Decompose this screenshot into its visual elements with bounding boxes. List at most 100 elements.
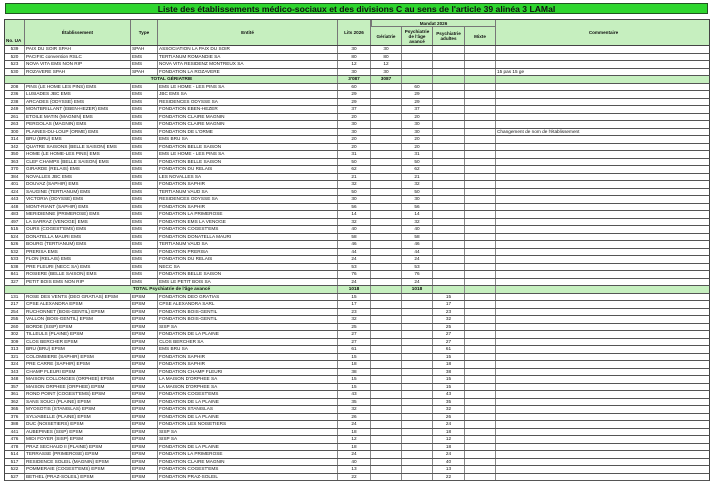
cell-commentaire[interactable] xyxy=(496,106,711,113)
cell-geriatrie[interactable] xyxy=(371,211,402,218)
cell-geriatrie[interactable] xyxy=(371,188,402,195)
cell-psy-adultes[interactable] xyxy=(433,196,465,203)
cell-no-ua[interactable]: 365 xyxy=(5,406,25,413)
cell-geriatrie[interactable]: 80 xyxy=(371,53,402,60)
cell-entite[interactable]: CPSE ALEXANDRA SARL xyxy=(158,301,338,308)
cell-no-ua[interactable]: 131 xyxy=(5,293,25,300)
cell-lits[interactable]: 32 xyxy=(338,181,371,188)
cell-lits[interactable]: 29 xyxy=(338,98,371,105)
cell-lits[interactable]: 15 xyxy=(338,376,371,383)
cell-entite[interactable]: FONDATION LA PRIMEROSE xyxy=(158,211,338,218)
cell-commentaire[interactable] xyxy=(496,399,711,406)
cell-type[interactable]: EPSM xyxy=(131,353,158,360)
cell-mixte[interactable] xyxy=(465,218,496,225)
cell-geriatrie[interactable] xyxy=(371,406,402,413)
cell-entite[interactable]: RESIDENCES ODYSSE SA xyxy=(158,98,338,105)
cell-type[interactable]: EMS xyxy=(131,233,158,240)
cell-type[interactable]: EPSM xyxy=(131,451,158,458)
cell-geriatrie[interactable] xyxy=(371,466,402,473)
cell-etablissement[interactable]: ROSE DES VENTS (DEO GRATIAS) EPSM xyxy=(25,293,131,300)
cell-psy-age[interactable]: 32 xyxy=(402,181,433,188)
cell-mixte[interactable] xyxy=(465,226,496,233)
cell-mixte[interactable] xyxy=(465,421,496,428)
cell-psy-age[interactable]: 29 xyxy=(402,91,433,98)
cell-mixte[interactable] xyxy=(465,383,496,390)
cell-type[interactable]: SPAH xyxy=(131,68,158,75)
cell-type[interactable]: EPSM xyxy=(131,293,158,300)
total-psy-age[interactable]: 1018 xyxy=(402,286,433,293)
cell-commentaire[interactable] xyxy=(496,271,711,278)
cell-commentaire[interactable] xyxy=(496,174,711,181)
cell-mixte[interactable] xyxy=(465,466,496,473)
cell-geriatrie[interactable] xyxy=(371,136,402,143)
header-mixte[interactable]: Mixte xyxy=(465,20,496,45)
cell-mixte[interactable] xyxy=(465,181,496,188)
cell-psy-age[interactable]: 56 xyxy=(402,203,433,210)
cell-entite[interactable]: FONDATION LA ROZAVERE xyxy=(158,68,338,75)
cell-entite[interactable]: SISP SA xyxy=(158,436,338,443)
cell-lits[interactable]: 22 xyxy=(338,473,371,480)
cell-psy-age[interactable]: 32 xyxy=(402,218,433,225)
cell-commentaire[interactable] xyxy=(496,144,711,151)
cell-psy-age[interactable] xyxy=(402,466,433,473)
cell-no-ua[interactable]: 527 xyxy=(5,473,25,480)
cell-geriatrie[interactable] xyxy=(371,391,402,398)
cell-mixte[interactable] xyxy=(465,128,496,135)
cell-psy-adultes[interactable]: 24 xyxy=(433,421,465,428)
cell-entite[interactable]: FONDATION DE LA PLAINE xyxy=(158,413,338,420)
cell-psy-age[interactable] xyxy=(402,308,433,315)
cell-mixte[interactable] xyxy=(465,271,496,278)
cell-type[interactable]: EMS xyxy=(131,121,158,128)
cell-psy-adultes[interactable]: 27 xyxy=(433,338,465,345)
cell-no-ua[interactable]: 348 xyxy=(5,376,25,383)
cell-entite[interactable]: CLOS BERCHER SA xyxy=(158,338,338,345)
cell-no-ua[interactable]: 533 xyxy=(5,256,25,263)
cell-lits[interactable]: 18 xyxy=(338,428,371,435)
cell-mixte[interactable] xyxy=(465,248,496,255)
cell-etablissement[interactable]: QUATRE SAISONS (BELLE SAISON) EMS xyxy=(25,143,131,150)
cell-etablissement[interactable]: SYLVABELLE (PLAINE) EPSM xyxy=(25,413,131,420)
cell-entite[interactable]: FONDATION SAPHIR xyxy=(158,181,338,188)
cell-no-ua[interactable]: 384 xyxy=(5,173,25,180)
cell-etablissement[interactable]: NOVA VITA EMS NON RIP xyxy=(25,61,131,68)
cell-commentaire[interactable] xyxy=(496,204,711,211)
cell-psy-age[interactable] xyxy=(402,458,433,465)
cell-psy-adultes[interactable]: 43 xyxy=(433,391,465,398)
cell-no-ua[interactable]: 517 xyxy=(5,458,25,465)
cell-entite[interactable]: FONDATION CLAIRE MAGNIN xyxy=(158,121,338,128)
cell-mixte[interactable] xyxy=(465,413,496,420)
cell-geriatrie[interactable] xyxy=(371,91,402,98)
cell-etablissement[interactable]: CHAMP FLEURI EPSM xyxy=(25,368,131,375)
cell-type[interactable]: EMS xyxy=(131,241,158,248)
cell-type[interactable]: SPAH xyxy=(131,46,158,53)
cell-psy-adultes[interactable] xyxy=(433,166,465,173)
cell-psy-age[interactable] xyxy=(402,46,433,53)
cell-type[interactable]: EMS xyxy=(131,91,158,98)
cell-lits[interactable]: 32 xyxy=(338,218,371,225)
cell-psy-adultes[interactable]: 35 xyxy=(433,398,465,405)
cell-commentaire[interactable] xyxy=(496,249,711,256)
cell-entite[interactable]: FONDATION BELLE SAISON xyxy=(158,143,338,150)
cell-psy-adultes[interactable]: 32 xyxy=(433,406,465,413)
cell-no-ua[interactable]: 532 xyxy=(5,248,25,255)
cell-type[interactable]: EPSM xyxy=(131,406,158,413)
cell-mixte[interactable] xyxy=(465,113,496,120)
cell-psy-adultes[interactable] xyxy=(433,226,465,233)
cell-entite[interactable]: FONDATION STANISLAS xyxy=(158,406,338,413)
cell-type[interactable]: EPSM xyxy=(131,421,158,428)
cell-type[interactable]: EPSM xyxy=(131,361,158,368)
cell-commentaire[interactable] xyxy=(496,114,711,121)
cell-psy-age[interactable] xyxy=(402,68,433,75)
cell-geriatrie[interactable] xyxy=(371,331,402,338)
header-commentaire[interactable]: Commentaire xyxy=(588,30,619,35)
cell-entite[interactable]: FONDATION PRAZ-SOLEIL xyxy=(158,473,338,480)
cell-mixte[interactable] xyxy=(465,473,496,480)
cell-entite[interactable]: FONDATION PRERISA xyxy=(158,248,338,255)
cell-commentaire[interactable] xyxy=(496,474,711,481)
cell-lits[interactable]: 30 xyxy=(338,196,371,203)
cell-mixte[interactable] xyxy=(465,241,496,248)
cell-psy-age[interactable] xyxy=(402,383,433,390)
cell-lits[interactable]: 43 xyxy=(338,391,371,398)
cell-geriatrie[interactable] xyxy=(371,436,402,443)
cell-entite[interactable]: FONDATION BELLE SAISON xyxy=(158,271,338,278)
